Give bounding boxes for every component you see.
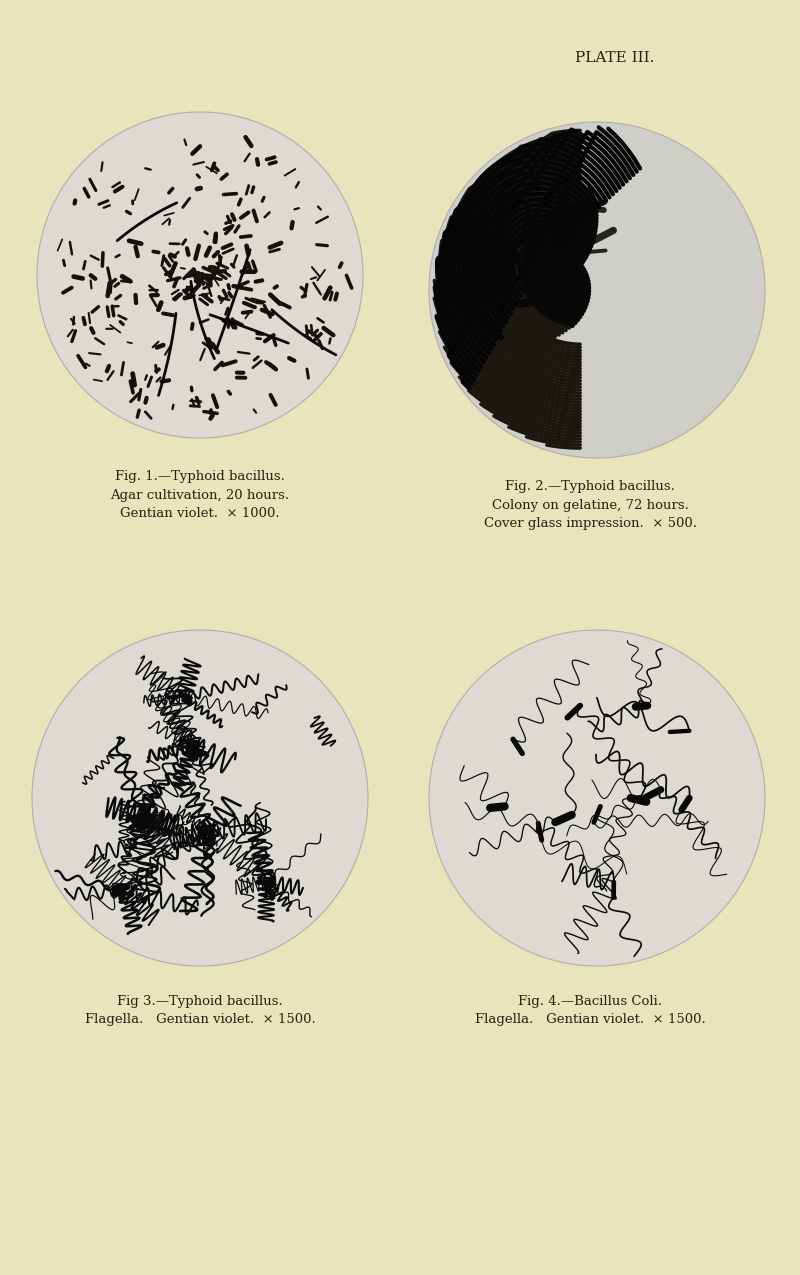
- Circle shape: [32, 630, 368, 966]
- Circle shape: [37, 112, 363, 439]
- Text: Fig. 1.—Typhoid bacillus.
Agar cultivation, 20 hours.
Gentian violet.  × 1000.: Fig. 1.—Typhoid bacillus. Agar cultivati…: [110, 470, 290, 520]
- Text: Fig. 2.—Typhoid bacillus.
Colony on gelatine, 72 hours.
Cover glass impression. : Fig. 2.—Typhoid bacillus. Colony on gela…: [483, 479, 697, 530]
- Text: Fig. 4.—Bacillus Coli.
Flagella.   Gentian violet.  × 1500.: Fig. 4.—Bacillus Coli. Flagella. Gentian…: [474, 994, 706, 1026]
- Text: Fig 3.—Typhoid bacillus.
Flagella.   Gentian violet.  × 1500.: Fig 3.—Typhoid bacillus. Flagella. Genti…: [85, 994, 315, 1026]
- Circle shape: [429, 122, 765, 458]
- Text: PLATE III.: PLATE III.: [575, 51, 654, 65]
- Circle shape: [429, 630, 765, 966]
